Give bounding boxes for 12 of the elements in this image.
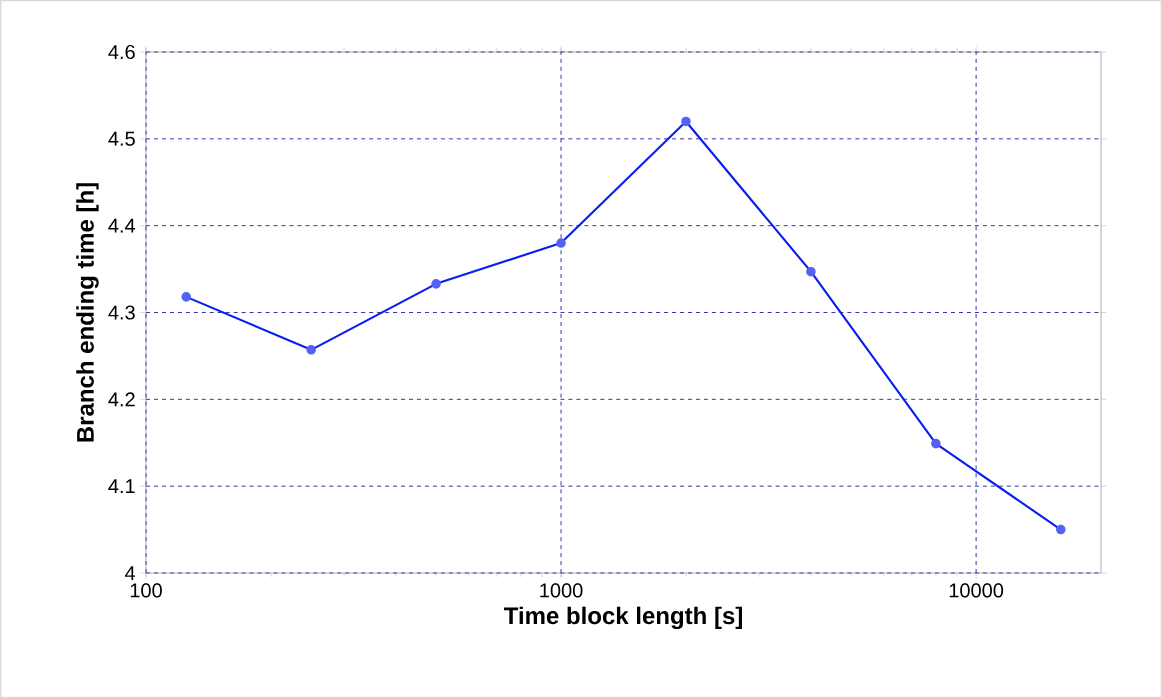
y-tick-label: 4.6 — [108, 44, 135, 60]
y-axis-title: Branch ending time [h] — [76, 183, 99, 442]
x-tick-label: 100 — [130, 583, 162, 598]
x-tick-label: 10000 — [949, 583, 1004, 598]
y-tick-label: 4.3 — [108, 305, 135, 320]
x-tick-label: 1000 — [540, 583, 583, 598]
y-tick-label: 4 — [125, 566, 136, 580]
y-tick-label: 4.2 — [108, 392, 135, 407]
y-tick-label: 4.5 — [108, 131, 135, 146]
x-axis-title: Time block length [s] — [503, 606, 742, 630]
y-tick-label: 4.4 — [108, 218, 136, 233]
y-tick-label: 4.1 — [108, 479, 135, 494]
